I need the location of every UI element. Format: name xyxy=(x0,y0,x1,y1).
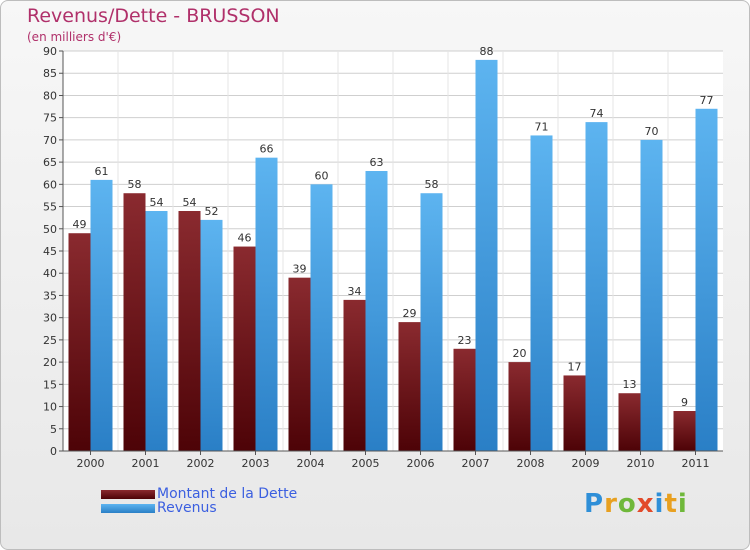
data-label-revenus-2011: 77 xyxy=(700,94,714,107)
bar-dette-2000 xyxy=(68,233,91,451)
data-label-dette-2001: 58 xyxy=(128,178,142,191)
bar-dette-2007 xyxy=(453,348,476,451)
data-label-dette-2005: 34 xyxy=(348,285,362,298)
bar-revenus-2008 xyxy=(530,135,553,451)
legend: Montant de la Dette Revenus xyxy=(101,486,298,516)
y-tick-label: 30 xyxy=(43,312,57,325)
y-tick-label: 40 xyxy=(43,267,57,280)
data-label-dette-2000: 49 xyxy=(73,218,87,231)
x-tick-label-2000: 2000 xyxy=(77,457,105,470)
y-tick-label: 70 xyxy=(43,134,57,147)
y-tick-label: 65 xyxy=(43,156,57,169)
data-label-revenus-2003: 66 xyxy=(260,143,274,156)
logo-letter: P xyxy=(584,489,605,519)
logo-letter: t xyxy=(664,489,678,519)
y-tick-label: 10 xyxy=(43,401,57,414)
bar-dette-2010 xyxy=(618,393,641,451)
bar-dette-2008 xyxy=(508,362,531,451)
logo-letter: i xyxy=(654,489,665,519)
bar-revenus-2010 xyxy=(640,139,663,451)
bar-revenus-2005 xyxy=(365,171,388,451)
bar-dette-2009 xyxy=(563,375,586,451)
y-tick-label: 25 xyxy=(43,334,57,347)
y-tick-label: 45 xyxy=(43,245,57,258)
legend-label-revenus: Revenus xyxy=(157,500,217,516)
bar-revenus-2007 xyxy=(475,59,498,452)
bar-revenus-2011 xyxy=(695,108,718,452)
data-label-dette-2011: 9 xyxy=(681,396,688,409)
bar-dette-2003 xyxy=(233,246,256,451)
x-tick-label-2003: 2003 xyxy=(242,457,270,470)
bar-dette-2006 xyxy=(398,322,421,451)
y-tick-label: 0 xyxy=(50,445,57,458)
y-tick-label: 20 xyxy=(43,356,57,369)
x-tick-label-2005: 2005 xyxy=(352,457,380,470)
bar-revenus-2004 xyxy=(310,184,333,452)
data-label-revenus-2006: 58 xyxy=(425,178,439,191)
x-tick-label-2006: 2006 xyxy=(407,457,435,470)
data-label-dette-2003: 46 xyxy=(238,232,252,245)
data-label-revenus-2007: 88 xyxy=(480,45,494,58)
data-label-revenus-2002: 52 xyxy=(205,205,219,218)
data-label-dette-2008: 20 xyxy=(513,347,527,360)
bar-revenus-2000 xyxy=(90,179,113,451)
data-label-revenus-2010: 70 xyxy=(645,125,659,138)
bar-dette-2002 xyxy=(178,211,201,451)
bar-dette-2001 xyxy=(123,193,146,451)
y-tick-label: 15 xyxy=(43,378,57,391)
data-label-dette-2010: 13 xyxy=(623,378,637,391)
x-tick-label-2001: 2001 xyxy=(132,457,160,470)
y-tick-label: 85 xyxy=(43,67,57,80)
y-tick-label: 80 xyxy=(43,89,57,102)
bar-revenus-2001 xyxy=(145,211,168,451)
bar-dette-2004 xyxy=(288,277,311,451)
data-label-revenus-2009: 74 xyxy=(590,107,604,120)
data-label-dette-2004: 39 xyxy=(293,263,307,276)
bar-revenus-2009 xyxy=(585,122,608,451)
legend-item-revenus: Revenus xyxy=(101,500,297,516)
bar-dette-2011 xyxy=(673,411,696,451)
data-label-dette-2002: 54 xyxy=(183,196,197,209)
data-label-dette-2009: 17 xyxy=(568,360,582,373)
proxiti-logo: Proxiti xyxy=(584,489,688,519)
x-tick-label-2008: 2008 xyxy=(517,457,545,470)
data-label-dette-2006: 29 xyxy=(403,307,417,320)
data-label-revenus-2008: 71 xyxy=(535,120,549,133)
logo-letter: o xyxy=(617,489,637,519)
bar-revenus-2006 xyxy=(420,193,443,451)
x-tick-label-2011: 2011 xyxy=(682,457,710,470)
x-tick-label-2004: 2004 xyxy=(297,457,325,470)
chart-subtitle: (en milliers d'€) xyxy=(27,30,122,44)
y-tick-label: 75 xyxy=(43,112,57,125)
y-tick-label: 50 xyxy=(43,223,57,236)
x-tick-label-2002: 2002 xyxy=(187,457,215,470)
y-tick-label: 90 xyxy=(43,45,57,58)
y-tick-label: 60 xyxy=(43,178,57,191)
bar-revenus-2003 xyxy=(255,157,278,451)
legend-label-dette: Montant de la Dette xyxy=(157,486,298,502)
y-tick-label: 5 xyxy=(50,423,57,436)
legend-swatch-dette xyxy=(101,489,155,499)
data-label-revenus-2001: 54 xyxy=(150,196,164,209)
bar-revenus-2002 xyxy=(200,219,223,451)
legend-swatch-revenus xyxy=(101,503,155,513)
bar-dette-2005 xyxy=(343,299,366,451)
legend-item-dette: Montant de la Dette xyxy=(101,486,298,502)
logo-letter: r xyxy=(604,489,618,519)
logo-letter: x xyxy=(636,489,655,519)
y-tick-label: 55 xyxy=(43,201,57,214)
logo-letter: i xyxy=(677,489,688,519)
data-label-revenus-2000: 61 xyxy=(95,165,109,178)
x-tick-label-2009: 2009 xyxy=(572,457,600,470)
data-label-dette-2007: 23 xyxy=(458,334,472,347)
x-tick-label-2007: 2007 xyxy=(462,457,490,470)
x-tick-label-2010: 2010 xyxy=(627,457,655,470)
data-label-revenus-2005: 63 xyxy=(370,156,384,169)
y-tick-label: 35 xyxy=(43,289,57,302)
data-label-revenus-2004: 60 xyxy=(315,169,329,182)
chart-title: Revenus/Dette - BRUSSON xyxy=(27,5,280,27)
